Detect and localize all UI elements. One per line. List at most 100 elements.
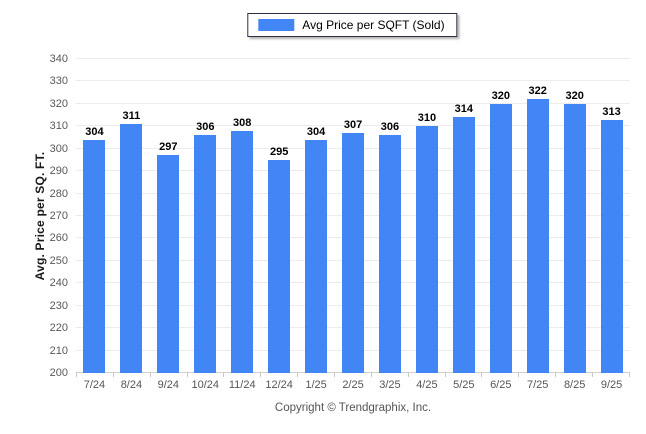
bar <box>452 117 475 373</box>
bar-group: 297 <box>150 59 187 373</box>
y-tick-label: 230 <box>49 299 68 312</box>
x-tick-mark <box>444 373 482 377</box>
y-tick-label: 250 <box>49 254 68 267</box>
bar-value-label: 322 <box>528 85 547 98</box>
bar-group: 320 <box>482 59 519 373</box>
x-tick-mark <box>555 373 592 377</box>
bar <box>563 103 586 373</box>
bar-group: 313 <box>593 59 630 373</box>
x-tick-mark <box>407 373 445 377</box>
x-tick-label: 2/25 <box>342 379 364 391</box>
bar-value-label: 311 <box>122 110 141 123</box>
x-tick-mark <box>334 373 371 377</box>
bar-value-label: 306 <box>196 121 215 134</box>
x-tick-mark <box>223 373 260 377</box>
copyright-text: Copyright © Trendgraphix, Inc. <box>274 402 432 414</box>
plot-area: 304 311 297 306 308 295 304 307 306 310 314 320 322 3… <box>76 58 630 373</box>
bar-group: 320 <box>556 59 593 373</box>
x-tick-mark <box>112 373 150 377</box>
bar-value-label: 320 <box>491 89 510 102</box>
x-tick-mark <box>297 373 334 377</box>
bar-group: 322 <box>519 59 556 373</box>
bar-value-label: 320 <box>565 89 584 102</box>
bar-group: 307 <box>335 59 372 373</box>
x-tick-mark <box>518 373 555 377</box>
x-tick-mark <box>76 373 113 377</box>
bar-value-label: 295 <box>269 145 289 158</box>
y-tick-label: 300 <box>49 142 68 155</box>
bar <box>526 99 549 373</box>
bar <box>231 130 254 373</box>
y-tick-label: 240 <box>49 277 68 290</box>
bar-group: 311 <box>113 59 150 373</box>
bar <box>415 126 438 373</box>
bar <box>305 139 328 373</box>
bar-group: 304 <box>298 59 335 373</box>
y-tick-label: 220 <box>49 322 68 335</box>
x-tick-mark <box>592 373 629 377</box>
x-tick-label: 8/24 <box>120 379 143 391</box>
x-tick-label: 10/24 <box>191 379 220 391</box>
bar-value-label: 313 <box>602 105 621 118</box>
bar <box>342 133 365 373</box>
bar <box>489 103 512 373</box>
bar-value-label: 297 <box>159 141 178 154</box>
x-tick-label: 9/25 <box>600 379 623 391</box>
bar-group: 310 <box>408 59 445 373</box>
bar <box>268 159 291 373</box>
x-tick-mark <box>186 373 224 377</box>
bar-value-label: 307 <box>343 119 363 132</box>
x-tick-label: 7/24 <box>83 379 106 391</box>
x-tick-label: 12/24 <box>265 379 293 391</box>
bar <box>120 124 143 373</box>
y-tick-label: 310 <box>49 120 68 133</box>
x-tick-label: 3/25 <box>379 379 401 391</box>
bar-group: 314 <box>445 59 482 373</box>
x-axis-tick-labels: 7/24 8/24 9/24 10/24 11/24 12/24 1/25 2/25 3/25 4… <box>76 379 630 391</box>
x-tick-label: 9/24 <box>157 379 180 391</box>
x-tick-label: 11/24 <box>228 379 256 391</box>
y-tick-label: 200 <box>49 367 68 379</box>
bars: 304 311 297 306 308 295 304 307 306 310 314 320 322 3… <box>76 59 630 373</box>
gridline <box>76 102 630 104</box>
y-tick-label: 210 <box>49 344 68 357</box>
bar-group: 304 <box>76 59 113 373</box>
y-tick-label: 270 <box>49 210 68 222</box>
x-tick-mark <box>149 373 187 377</box>
bar-group: 306 <box>187 59 224 373</box>
y-tick-label: 260 <box>49 232 68 245</box>
x-tick-mark <box>370 373 408 377</box>
bar <box>600 119 623 373</box>
legend-swatch <box>258 19 295 31</box>
y-axis-tick-labels: 200 210 220 230 240 250 260 270 280 290 300 310 320 3… <box>30 53 72 379</box>
bar-group: 308 <box>224 59 261 373</box>
x-tick-mark <box>260 373 297 377</box>
y-tick-label: 330 <box>49 75 68 88</box>
x-tick-mark <box>481 373 518 377</box>
bar-value-label: 310 <box>417 112 437 125</box>
bar-value-label: 308 <box>233 116 252 129</box>
y-tick-label: 340 <box>49 53 68 65</box>
legend-label: Avg Price per SQFT (Sold) <box>302 18 445 32</box>
bar-value-label: 314 <box>454 103 474 116</box>
bar <box>157 155 180 373</box>
x-tick-label: 8/25 <box>563 379 586 391</box>
x-tick-label: 6/25 <box>490 379 512 391</box>
gridline <box>76 58 630 59</box>
bar-value-label: 304 <box>306 125 326 138</box>
bar <box>378 135 401 373</box>
bar-value-label: 304 <box>85 125 104 138</box>
y-tick-label: 280 <box>49 187 68 200</box>
bar <box>194 135 217 373</box>
x-axis-ticks <box>76 373 630 377</box>
gridline <box>76 125 630 127</box>
x-tick-label: 5/25 <box>453 379 475 391</box>
gridline <box>76 80 630 82</box>
y-tick-label: 320 <box>49 97 68 110</box>
bar <box>83 139 106 373</box>
x-tick-label: 7/25 <box>527 379 549 391</box>
y-tick-label: 290 <box>49 165 68 178</box>
bar-group: 295 <box>261 59 298 373</box>
x-tick-label: 4/25 <box>416 379 438 391</box>
